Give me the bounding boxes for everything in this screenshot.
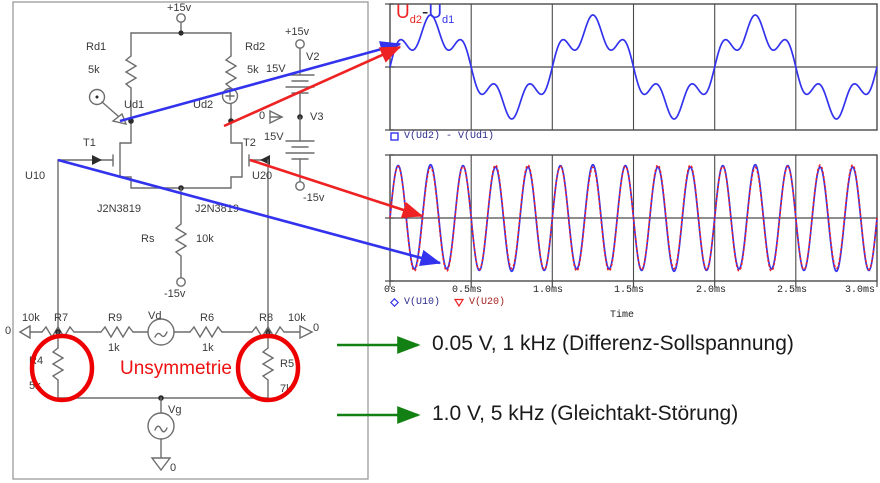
label-supply-rs-neg: -15v [164, 288, 186, 300]
label-r8-ref: R8 [259, 312, 274, 324]
legend-triangle-down-icon [454, 298, 465, 307]
label-t1: T1 [83, 137, 96, 149]
label-r5-value: 7k [280, 383, 292, 395]
annotation-commonmode: 1.0 V, 5 kHz (Gleichtakt-Störung) [432, 402, 739, 425]
unsymmetrie-note: Unsymmetrie [120, 358, 232, 379]
label-rd1-ref: Rd1 [86, 41, 107, 53]
xtick-3: 1.5ms [614, 285, 645, 296]
highlight-ellipse-r4 [29, 333, 95, 403]
xtick-5: 2.5ms [777, 285, 808, 296]
xtick-6: 3.0ms [845, 285, 876, 296]
annotation-differential: 0.05 V, 1 kHz (Differenz-Sollspannung) [432, 332, 794, 355]
label-r8-value: 10k [288, 312, 306, 324]
ud2-term: Ud2 [396, 2, 422, 26]
waveform-plot-panel: Ud2-Ud1 V(Ud2) - V(Ud1) 0s 0.5ms 1.0ms 1… [382, 0, 880, 321]
xtick-2: 1.0ms [533, 285, 564, 296]
label-t2: T2 [243, 137, 256, 149]
plot-title-ud2-minus-ud1: Ud2-Ud1 [396, 2, 454, 26]
label-r9-value: 1k [108, 342, 120, 354]
label-r7-value: 10k [22, 312, 40, 324]
xtick-4: 2.0ms [696, 285, 727, 296]
bottom-legend-label-u20: V(U20) [469, 297, 506, 308]
label-r5-ref: R5 [280, 358, 295, 370]
circuit-schematic-panel: +15v +15v Rd1 5k Rd2 5k Ud1 Ud2 T1 T2 U1… [0, 0, 382, 483]
label-r7-ref: R7 [54, 312, 69, 324]
label-supply-top-left: +15v [167, 2, 192, 14]
label-rd1-value: 5k [88, 64, 100, 76]
minus-sign: - [421, 2, 429, 23]
label-vd-ref: Vd [148, 310, 162, 322]
label-supply-top-right: +15v [285, 26, 310, 38]
label-r6-value: 1k [202, 342, 214, 354]
x-axis-label: Time [610, 310, 635, 321]
label-r6-ref: R6 [200, 312, 215, 324]
label-r9-ref: R9 [108, 312, 123, 324]
xtick-1: 0.5ms [452, 285, 483, 296]
top-plot-frame [385, 3, 878, 131]
trace-v-u10 [389, 163, 878, 273]
label-gnd-right: 0 [313, 322, 320, 334]
ud1-term: Ud1 [428, 2, 455, 26]
top-legend-label: V(Ud2) - V(Ud1) [404, 131, 495, 142]
trace-ud2-minus-ud1 [389, 14, 878, 120]
bottom-plot-frame [385, 154, 878, 287]
xtick-0: 0s [384, 285, 397, 296]
label-gnd-bottom: 0 [170, 462, 177, 474]
legend-diamond-icon [390, 298, 399, 307]
unsymmetry-highlight-overlay [29, 333, 301, 403]
bottom-plot-legend: V(U10) V(U20) [390, 297, 505, 308]
highlight-ellipse-r5 [235, 333, 301, 403]
waveform-plot-svg [385, 3, 878, 287]
bottom-legend-label-u10: V(U10) [404, 297, 441, 308]
label-vg-ref: Vg [168, 404, 182, 416]
top-plot-legend: V(Ud2) - V(Ud1) [390, 131, 494, 142]
legend-square-icon [390, 132, 399, 141]
label-node-u10: U10 [25, 170, 46, 182]
label-v3-value: 15V [264, 131, 284, 143]
label-gnd-left: 0 [5, 325, 12, 337]
